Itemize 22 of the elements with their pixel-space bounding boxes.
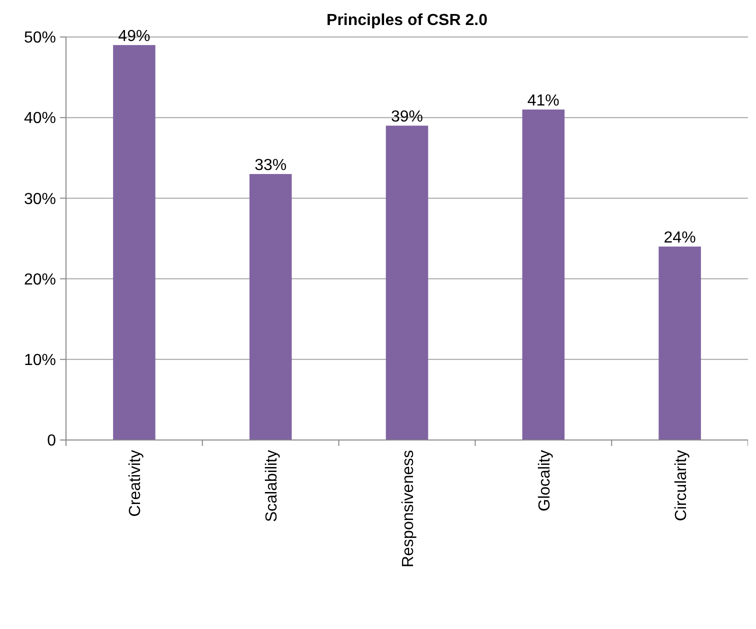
y-tick-label: 30% xyxy=(24,190,56,208)
y-tick-label: 0 xyxy=(47,432,56,450)
y-tick-label: 20% xyxy=(24,271,56,288)
y-tick-label: 10% xyxy=(24,352,56,369)
bar xyxy=(658,246,701,440)
y-tick-label: 50% xyxy=(24,30,56,47)
data-label: 49% xyxy=(118,28,150,46)
bar xyxy=(386,126,428,440)
x-tick-label: Scalability xyxy=(264,450,281,522)
x-tick-label: Responsiveness xyxy=(400,450,417,568)
data-label: 41% xyxy=(527,92,560,110)
bar xyxy=(113,45,156,440)
bar xyxy=(249,174,292,440)
bar xyxy=(522,110,565,440)
x-tick-label: Creativity xyxy=(127,450,144,517)
data-label: 24% xyxy=(664,230,696,247)
chart-title: Principles of CSR 2.0 xyxy=(326,12,488,29)
x-tick-label: Circularity xyxy=(672,450,690,522)
y-tick-label: 40% xyxy=(24,110,56,128)
data-label: 33% xyxy=(254,157,287,174)
x-tick-label: Glocality xyxy=(536,450,554,512)
data-label: 39% xyxy=(390,108,424,126)
